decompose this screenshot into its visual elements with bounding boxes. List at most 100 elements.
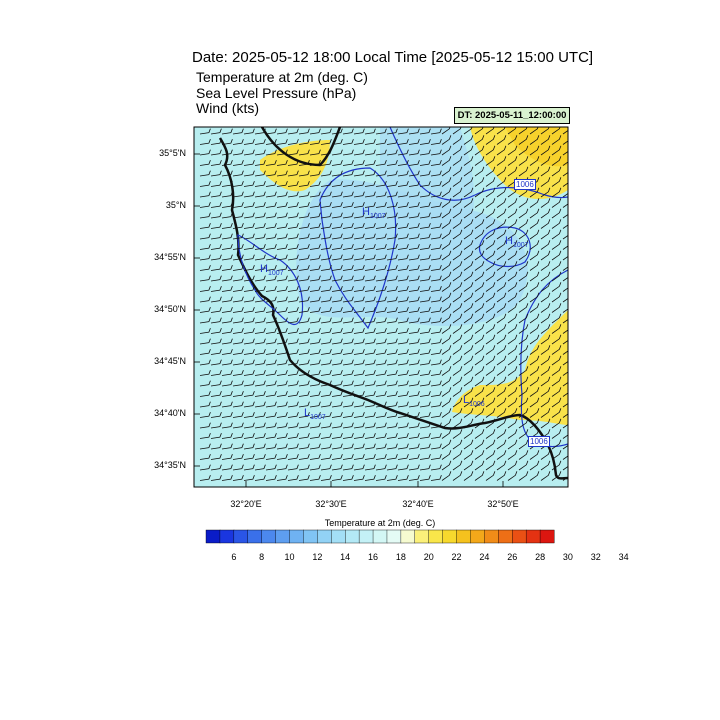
wind-barb xyxy=(320,286,332,292)
wind-barb xyxy=(375,233,387,240)
wind-barb xyxy=(243,181,255,187)
wind-barb xyxy=(463,345,474,355)
wind-barb xyxy=(397,128,409,135)
wind-barb xyxy=(518,324,529,334)
wind-barb xyxy=(386,233,398,240)
wind-barb xyxy=(375,443,387,450)
wind-barb xyxy=(265,380,277,387)
wind-barb xyxy=(529,135,540,145)
wind-barb xyxy=(199,422,211,429)
wind-barb xyxy=(210,128,222,135)
wind-barb xyxy=(430,401,442,408)
wind-barb xyxy=(397,212,409,219)
wind-barb xyxy=(276,139,288,145)
wind-barb xyxy=(485,135,496,145)
wind-barb xyxy=(221,286,233,292)
wind-barb xyxy=(199,464,211,471)
wind-barb xyxy=(342,412,354,418)
colorbar-tick-label: 24 xyxy=(479,552,490,562)
wind-barb xyxy=(375,275,387,282)
wind-barb xyxy=(199,212,211,219)
wind-barb xyxy=(452,450,463,460)
wind-barb xyxy=(463,313,474,324)
wind-barb xyxy=(364,349,376,355)
wind-barb xyxy=(309,191,321,198)
wind-barb xyxy=(276,391,288,397)
wind-barb xyxy=(540,145,551,156)
wind-barb xyxy=(496,429,507,439)
colorbar-swatch xyxy=(358,529,374,544)
wind-barb xyxy=(540,282,551,292)
wind-barb xyxy=(452,355,463,366)
wind-barb xyxy=(562,360,568,366)
wind-barb xyxy=(463,219,474,229)
wind-barb xyxy=(254,349,266,355)
wind-barb xyxy=(375,307,387,313)
wind-barb xyxy=(474,460,485,471)
wind-barb xyxy=(265,223,277,229)
wind-barb xyxy=(320,149,332,156)
colorbar-swatch xyxy=(386,529,402,544)
wind-barb xyxy=(199,128,211,135)
wind-barb xyxy=(496,219,507,229)
wind-barb xyxy=(353,254,365,261)
wind-barb xyxy=(419,160,431,166)
wind-barb xyxy=(221,454,233,460)
wind-barb xyxy=(419,212,431,219)
wind-barb xyxy=(419,433,431,439)
wind-barb xyxy=(320,380,332,387)
wind-barb xyxy=(463,145,474,156)
wind-barb xyxy=(331,349,343,355)
wind-barb xyxy=(243,212,255,219)
wind-barb xyxy=(287,391,299,397)
wind-barb xyxy=(320,391,332,397)
wind-barb xyxy=(243,380,255,387)
wind-barb xyxy=(463,187,474,198)
wind-barb xyxy=(463,418,474,429)
wind-barb xyxy=(397,443,409,450)
wind-barb xyxy=(386,338,398,345)
wind-barb xyxy=(496,127,506,135)
wind-barb xyxy=(364,475,376,481)
wind-barb xyxy=(485,366,496,376)
wind-barb xyxy=(507,429,518,439)
wind-barb xyxy=(298,412,310,418)
wind-barb xyxy=(507,261,518,271)
wind-barb xyxy=(265,401,277,408)
wind-barb xyxy=(386,160,398,166)
wind-barb xyxy=(353,401,365,408)
wind-barb xyxy=(243,359,255,366)
wind-barb xyxy=(474,334,485,345)
wind-barb xyxy=(474,397,485,408)
wind-barb xyxy=(221,328,233,334)
wind-barb xyxy=(551,127,561,135)
wind-barb xyxy=(562,444,568,450)
wind-barb xyxy=(265,338,277,345)
wind-barb xyxy=(430,380,442,387)
wind-barb xyxy=(562,161,568,166)
wind-barb xyxy=(276,128,288,135)
wind-barb xyxy=(254,296,266,303)
wind-barb xyxy=(529,166,540,177)
wind-barb xyxy=(221,359,233,366)
wind-barb xyxy=(452,397,463,408)
wind-barb xyxy=(276,307,288,313)
wind-barb xyxy=(199,412,211,418)
wind-barb xyxy=(320,181,332,187)
wind-barb xyxy=(320,443,332,450)
wind-barb xyxy=(518,166,529,177)
wind-barb xyxy=(518,229,529,240)
wind-barb xyxy=(507,229,518,240)
wind-barb xyxy=(287,359,299,366)
wind-barb xyxy=(518,127,528,135)
wind-barb xyxy=(463,324,474,334)
wind-barb xyxy=(386,391,398,397)
wind-barb xyxy=(221,128,233,135)
wind-barb xyxy=(474,429,485,439)
wind-barb xyxy=(496,334,507,345)
wind-barb xyxy=(397,359,409,366)
wind-barb xyxy=(199,233,211,240)
wind-barb xyxy=(298,338,310,345)
wind-barb xyxy=(276,338,288,345)
wind-barb xyxy=(375,202,387,208)
